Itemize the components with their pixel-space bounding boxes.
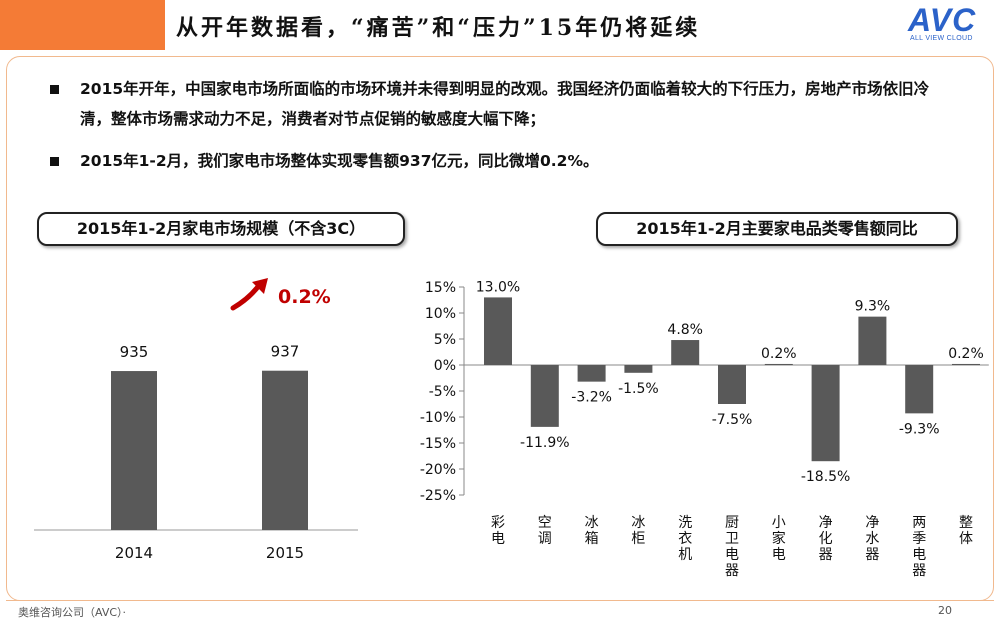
bar-value-label: -7.5% — [712, 412, 753, 428]
avc-logo: AVC ALL VIEW CLOUD — [908, 2, 994, 46]
bullet-text: 2015年1-2月，我们家电市场整体实现零售额937亿元，同比微增0.2%。 — [80, 152, 599, 170]
bar-彩电 — [484, 297, 512, 365]
y-tick-label: 0% — [434, 358, 456, 374]
bar-两季电器 — [905, 365, 934, 414]
x-tick-label-char: 调 — [538, 531, 552, 547]
y-tick-label: -10% — [420, 410, 456, 426]
x-tick-label-char: 季 — [912, 531, 926, 547]
bar-冰柜 — [624, 365, 653, 373]
bullet-item: 2015年1-2月，我们家电市场整体实现零售额937亿元，同比微增0.2%。 — [50, 146, 970, 176]
x-tick-label-char: 洗 — [678, 515, 692, 531]
bar-冰箱 — [577, 365, 606, 382]
growth-annotation: 0.2% — [278, 286, 331, 308]
x-tick-label-char: 电 — [912, 547, 926, 563]
y-tick-label: -20% — [420, 462, 456, 478]
footer-company: 奥维咨询公司（AVC）· — [18, 606, 127, 619]
bar-2015 — [262, 370, 308, 530]
growth-arrow-icon — [230, 281, 263, 311]
bar-value-label: 935 — [120, 343, 149, 361]
x-tick-label: 2014 — [115, 544, 153, 562]
bar-整体 — [952, 363, 980, 365]
bar-value-label: -11.9% — [520, 435, 570, 451]
y-tick-label: -5% — [429, 384, 456, 400]
bar-value-label: -9.3% — [899, 421, 940, 437]
header-bar — [168, 0, 888, 50]
bar-value-label: 4.8% — [667, 322, 703, 338]
bar-厨卫电器 — [718, 365, 746, 404]
x-tick-label-char: 彩 — [491, 515, 505, 531]
bar-2014 — [111, 371, 157, 530]
growth-arrowhead-icon — [252, 278, 268, 294]
x-tick-label-char: 电 — [725, 547, 739, 563]
x-tick-label-char: 衣 — [678, 531, 692, 547]
x-tick-label-char: 两 — [912, 515, 926, 531]
y-tick-label: -15% — [420, 436, 456, 452]
x-tick-label-char: 冰 — [631, 515, 645, 531]
x-tick-label: 2015 — [266, 544, 304, 562]
bar-value-label: 937 — [271, 343, 300, 361]
x-tick-label-char: 器 — [819, 547, 833, 563]
bullet-text: 2015年开年，中国家电市场所面临的市场环境并未得到明显的改观。我国经济仍面临着… — [80, 80, 930, 128]
bar-小家电 — [764, 363, 793, 365]
y-tick-label: 10% — [425, 306, 456, 322]
y-tick-label: 15% — [425, 280, 456, 296]
y-tick-label: -25% — [420, 488, 456, 504]
x-tick-label-char: 空 — [538, 515, 552, 531]
bar-value-label: 13.0% — [476, 279, 520, 295]
x-tick-label-char: 净 — [865, 515, 879, 531]
bar-value-label: 9.3% — [855, 299, 891, 315]
x-tick-label-char: 水 — [865, 531, 879, 547]
bar-value-label: -18.5% — [801, 469, 851, 485]
logo-text: AVC — [908, 2, 977, 38]
x-tick-label-char: 器 — [725, 563, 739, 579]
bar-净水器 — [858, 316, 887, 365]
x-tick-label-char: 电 — [772, 547, 786, 563]
category-growth-chart-title: 2015年1-2月主要家电品类零售额同比 — [596, 212, 958, 246]
x-tick-label-char: 化 — [819, 531, 833, 547]
bar-value-label: 0.2% — [948, 346, 984, 362]
x-tick-label-char: 家 — [772, 530, 786, 547]
bar-净化器 — [811, 365, 840, 462]
bar-value-label: -3.2% — [571, 390, 612, 406]
x-tick-label-char: 器 — [865, 547, 879, 563]
x-tick-label-char: 柜 — [631, 531, 645, 547]
page-number: 20 — [938, 604, 952, 617]
logo-subtitle: ALL VIEW CLOUD — [910, 35, 973, 42]
x-tick-label-char: 卫 — [725, 531, 739, 547]
x-tick-label-char: 冰 — [585, 515, 599, 531]
bullet-item: 2015年开年，中国家电市场所面临的市场环境并未得到明显的改观。我国经济仍面临着… — [50, 74, 970, 136]
bullet-square-icon — [50, 157, 59, 166]
x-tick-label-char: 电 — [491, 531, 505, 547]
bullet-square-icon — [50, 85, 59, 94]
x-tick-label-char: 厨 — [725, 515, 739, 531]
page-title: 从开年数据看，“痛苦”和“压力”15年仍将延续 — [176, 15, 701, 41]
market-size-chart-title: 2015年1-2月家电市场规模（不含3C） — [37, 212, 405, 246]
x-tick-label-char: 体 — [959, 531, 973, 547]
bar-洗衣机 — [671, 340, 700, 365]
x-tick-label-char: 机 — [678, 547, 692, 563]
x-tick-label-char: 净 — [819, 515, 833, 531]
x-tick-label-char: 箱 — [585, 531, 599, 547]
bar-value-label: -1.5% — [618, 381, 659, 397]
bar-空调 — [530, 365, 559, 427]
header-accent-block — [0, 0, 165, 50]
y-tick-label: 5% — [434, 332, 456, 348]
category-growth-chart: 15%10%5%0%-5%-10%-15%-20%-25%13.0%彩电-11.… — [420, 279, 989, 579]
x-tick-label-char: 器 — [912, 563, 926, 579]
footer-divider — [6, 600, 994, 601]
x-tick-label-char: 整 — [959, 515, 973, 531]
x-tick-label-char: 小 — [772, 515, 786, 531]
bar-value-label: 0.2% — [761, 346, 797, 362]
market-size-chart: 935 2014 937 2015 0.2% — [34, 278, 358, 562]
